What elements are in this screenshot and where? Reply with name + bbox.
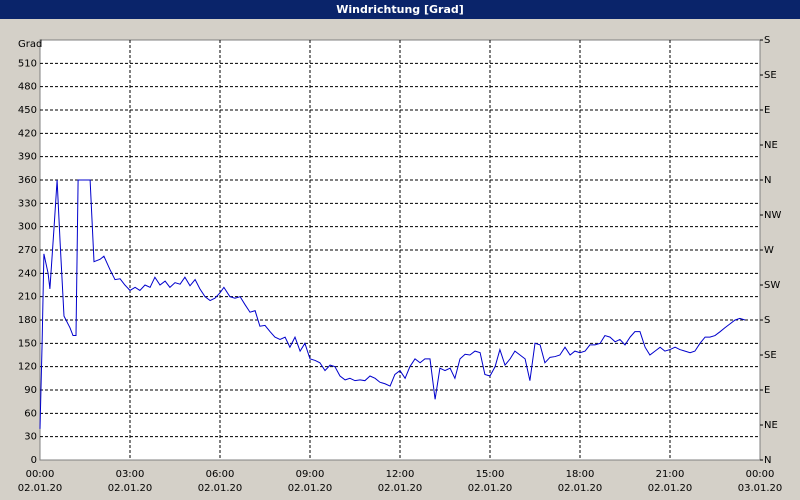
y-tick-label: 450 [18, 105, 37, 116]
x-tick-label: 00:00 [746, 469, 775, 480]
y-tick-label: 90 [24, 385, 37, 396]
chart-title: Windrichtung [Grad] [336, 3, 464, 16]
y2-tick-label: SE [764, 350, 777, 361]
y2-tick-label: E [764, 385, 770, 396]
y-tick-label: 480 [18, 82, 37, 93]
y-tick-label: 30 [24, 432, 37, 443]
x-tick-date: 02.01.20 [648, 483, 693, 494]
y-tick-label: 150 [18, 338, 37, 349]
x-tick-date: 02.01.20 [378, 483, 423, 494]
y-tick-label: 390 [18, 152, 37, 163]
x-tick-label: 00:00 [26, 469, 55, 480]
y2-tick-label: S [764, 315, 770, 326]
x-tick-label: 06:00 [206, 469, 235, 480]
y-tick-label: 510 [18, 58, 37, 69]
x-tick-label: 18:00 [566, 469, 595, 480]
y2-tick-label: S [764, 35, 770, 46]
x-tick-label: 03:00 [116, 469, 145, 480]
x-tick-date: 02.01.20 [468, 483, 513, 494]
x-tick-date: 02.01.20 [18, 483, 63, 494]
x-tick-label: 21:00 [656, 469, 685, 480]
y-tick-label: 330 [18, 198, 37, 209]
y-tick-label: 240 [18, 268, 37, 279]
title-bar [0, 0, 800, 19]
y-tick-label: 420 [18, 128, 37, 139]
y-tick-label: 60 [24, 408, 37, 419]
x-tick-date: 02.01.20 [108, 483, 153, 494]
y2-tick-label: W [764, 245, 774, 256]
y2-tick-label: N [764, 455, 771, 466]
y-tick-label: 0 [31, 455, 37, 466]
y-tick-label: 210 [18, 292, 37, 303]
y2-tick-label: SW [764, 280, 780, 291]
x-tick-label: 12:00 [386, 469, 415, 480]
y-tick-label: 180 [18, 315, 37, 326]
x-tick-label: 15:00 [476, 469, 505, 480]
x-tick-date: 03.01.20 [738, 483, 783, 494]
x-tick-label: 09:00 [296, 469, 325, 480]
y-tick-label: 270 [18, 245, 37, 256]
y-tick-label: 120 [18, 362, 37, 373]
y2-tick-label: NE [764, 420, 778, 431]
y2-tick-label: NE [764, 140, 778, 151]
y2-tick-label: NW [764, 210, 781, 221]
x-tick-date: 02.01.20 [288, 483, 333, 494]
data-line [39, 179, 746, 429]
y-axis-label: Grad [18, 39, 42, 50]
y-tick-label: 360 [18, 175, 37, 186]
y2-tick-label: E [764, 105, 770, 116]
y2-tick-label: N [764, 175, 771, 186]
y2-tick-label: SE [764, 70, 777, 81]
y-tick-label: 300 [18, 222, 37, 233]
x-tick-date: 02.01.20 [558, 483, 603, 494]
x-tick-date: 02.01.20 [198, 483, 243, 494]
